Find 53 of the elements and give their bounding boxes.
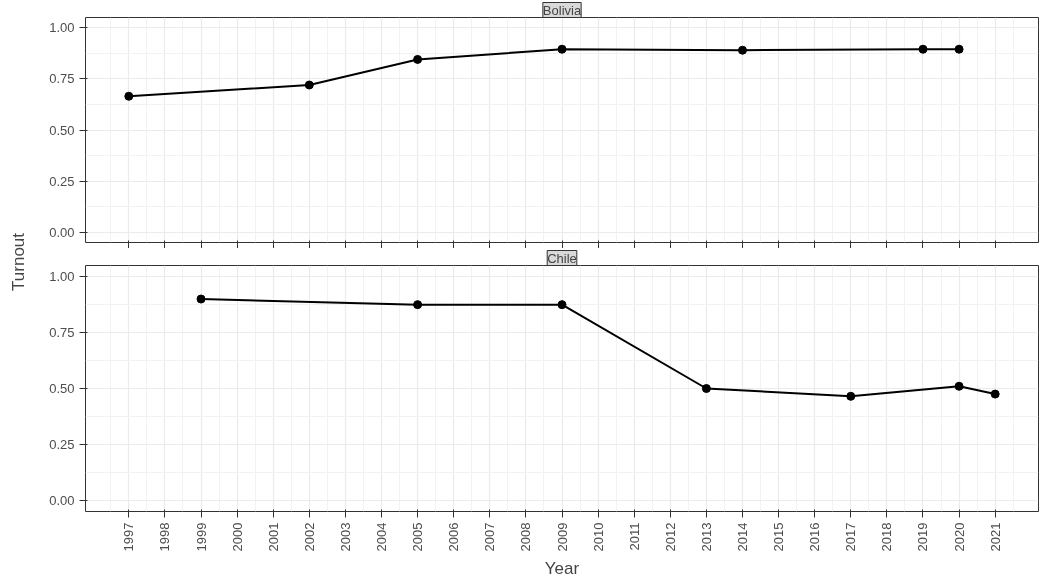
x-tick-label: 2018 <box>879 522 895 552</box>
x-tick-label: 2016 <box>807 522 823 552</box>
y-tick-label: 0.75 <box>49 71 75 87</box>
point <box>196 294 206 304</box>
x-tick-label: 2002 <box>301 522 317 552</box>
x-tick-label: 2008 <box>518 522 534 552</box>
y-tick-label: 0.75 <box>49 325 75 341</box>
x-tick-label: 2003 <box>337 522 353 552</box>
y-tick-label: 0.00 <box>49 492 75 508</box>
x-tick-label: 2005 <box>410 522 426 552</box>
x-tick-label: 2020 <box>951 522 967 552</box>
x-tick-label: 2010 <box>590 522 606 552</box>
x-tick-label: 1997 <box>121 522 137 552</box>
x-tick-label: 2011 <box>626 522 642 551</box>
x-tick-label: 2004 <box>374 522 390 552</box>
point <box>954 44 964 54</box>
x-tick-label: 2001 <box>265 522 281 552</box>
x-tick-label: 2019 <box>915 522 931 552</box>
point <box>701 384 711 393</box>
x-tick-label: 2012 <box>662 522 678 552</box>
x-tick-label: 2021 <box>987 522 1003 552</box>
x-tick-label: 2015 <box>771 522 787 552</box>
point <box>846 391 856 401</box>
x-tick-label: 1999 <box>193 522 209 552</box>
point <box>557 44 567 54</box>
y-tick-label: 0.50 <box>49 122 75 138</box>
y-tick-label: 0.25 <box>49 173 75 189</box>
x-tick-label: 2013 <box>698 522 714 552</box>
y-axis-title: Turnout <box>9 232 28 291</box>
x-tick-label: 2014 <box>734 522 750 552</box>
y-tick-label: 0.25 <box>49 436 75 452</box>
y-tick-label: 1.00 <box>49 269 75 285</box>
x-tick-label: 2009 <box>554 522 570 552</box>
x-axis-title: Year <box>544 559 580 579</box>
y-tick-label: 0.00 <box>49 224 75 240</box>
point <box>413 54 423 64</box>
chart-title: Bolivia <box>542 2 582 18</box>
x-tick-label: 2006 <box>446 522 462 552</box>
y-tick-label: 1.00 <box>49 20 75 36</box>
chart-title: Chile <box>547 250 577 266</box>
x-tick-label: 2007 <box>482 522 498 552</box>
x-tick-label: 2000 <box>229 522 245 552</box>
y-tick-label: 0.50 <box>49 381 75 396</box>
point <box>918 44 928 54</box>
point <box>413 300 423 310</box>
x-tick-label: 2017 <box>843 522 859 552</box>
point <box>737 45 747 55</box>
point <box>124 91 134 101</box>
point <box>557 300 567 310</box>
x-tick-label: 1998 <box>157 522 173 552</box>
point <box>954 381 964 391</box>
point <box>304 80 314 90</box>
point <box>990 389 1000 399</box>
